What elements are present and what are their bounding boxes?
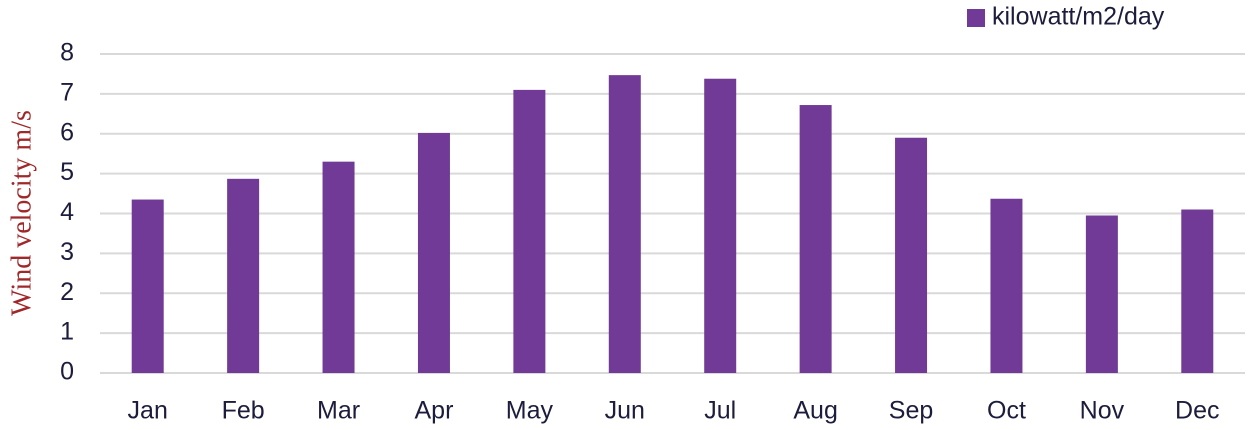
bar xyxy=(1181,209,1214,373)
bar xyxy=(131,199,164,373)
x-tick-label: Jul xyxy=(704,397,736,425)
y-tick-label: 5 xyxy=(60,158,74,186)
y-tick-label: 4 xyxy=(60,198,74,226)
bar xyxy=(322,161,355,373)
x-tick-label: Mar xyxy=(317,397,360,425)
x-tick-label: May xyxy=(506,397,554,425)
y-tick-label: 1 xyxy=(60,318,74,346)
y-tick-label: 6 xyxy=(60,118,74,146)
x-tick-label: Aug xyxy=(793,397,837,425)
legend-label: kilowatt/m2/day xyxy=(992,3,1165,31)
bar xyxy=(895,137,928,373)
bar xyxy=(608,75,641,373)
y-tick-label: 2 xyxy=(60,278,74,306)
legend-swatch xyxy=(967,9,985,27)
y-tick-label: 3 xyxy=(60,238,74,266)
bar xyxy=(513,89,546,373)
y-tick-label: 0 xyxy=(60,358,74,386)
bar xyxy=(704,78,737,373)
x-tick-label: Oct xyxy=(987,397,1026,425)
bar xyxy=(227,178,260,373)
y-axis-label: Wind velocity m/s xyxy=(6,110,37,316)
x-tick-label: Sep xyxy=(889,397,933,425)
x-tick-label: Feb xyxy=(222,397,265,425)
y-tick-label: 7 xyxy=(60,78,74,106)
x-tick-label: Apr xyxy=(415,397,454,425)
bar xyxy=(799,105,832,373)
x-tick-label: Jan xyxy=(128,397,168,425)
x-tick-label: Jun xyxy=(605,397,645,425)
x-tick-label: Dec xyxy=(1175,397,1219,425)
bar xyxy=(990,198,1023,373)
bar xyxy=(1085,215,1118,373)
bar xyxy=(417,132,450,373)
y-tick-label: 8 xyxy=(60,39,74,67)
x-tick-label: Nov xyxy=(1080,397,1125,425)
